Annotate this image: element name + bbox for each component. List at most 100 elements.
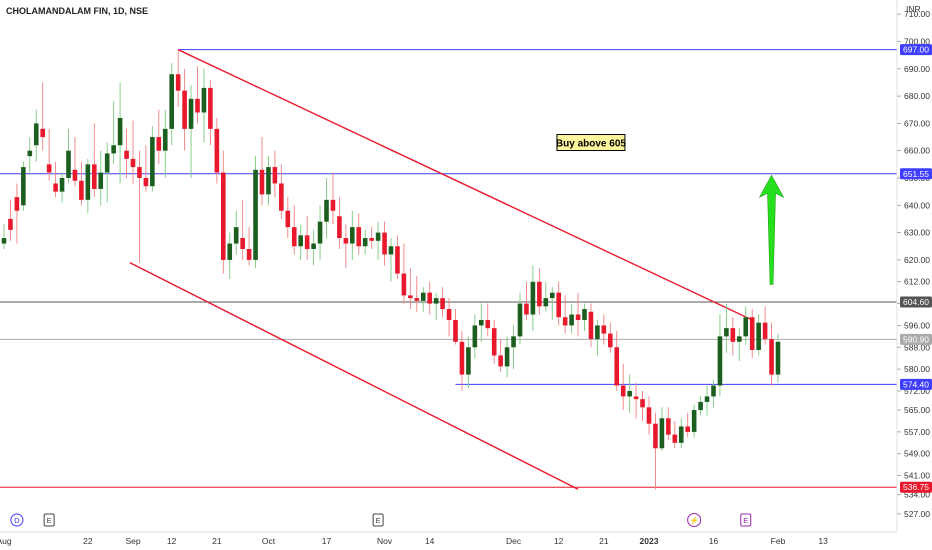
candle-body — [749, 317, 755, 350]
candle-body — [40, 128, 45, 138]
candle-body — [517, 303, 523, 337]
candle-body — [304, 235, 310, 249]
candle-body — [298, 235, 303, 247]
candle-up — [627, 374, 632, 413]
candle-body — [317, 221, 323, 244]
price-tick-label: 541.00 — [904, 471, 930, 481]
candle-body — [453, 319, 458, 342]
candle-body — [479, 319, 484, 326]
price-tick-label: 534.00 — [904, 490, 930, 500]
level-badge-label: 604.60 — [903, 297, 929, 307]
candle-up — [678, 418, 684, 449]
candle-down — [575, 292, 581, 337]
candle-body — [743, 317, 749, 337]
candle-up — [350, 210, 355, 260]
candle-down — [175, 49, 181, 108]
candle-body — [279, 183, 284, 211]
candle-up — [298, 224, 303, 260]
candle-up — [362, 229, 368, 255]
time-tick-label: 17 — [322, 536, 332, 546]
candle-body — [21, 167, 26, 206]
candle-body — [356, 227, 362, 247]
candle-down — [769, 322, 774, 386]
candle-body — [227, 243, 233, 260]
candle-down — [79, 161, 84, 206]
time-axis[interactable]: Aug 22 Sep 12 21 Oct 17 Nov 14 Dec 12 21 2023 16 Feb 13 — [0, 531, 897, 546]
candle-body — [459, 341, 465, 375]
candle-down — [408, 268, 413, 310]
candle-up — [530, 265, 536, 331]
candle-body — [343, 238, 349, 244]
candle-down — [214, 117, 220, 184]
candle-up — [388, 238, 394, 282]
candle-body — [588, 311, 594, 340]
candle-down — [672, 420, 678, 449]
candle-down — [46, 128, 52, 181]
candle-down — [601, 314, 607, 345]
candle-up — [201, 68, 207, 143]
time-tick-label: Dec — [506, 536, 522, 546]
candle-body — [130, 158, 136, 168]
dividend-marker-icon — [10, 513, 24, 527]
candle-down — [730, 317, 736, 356]
candle-body — [72, 169, 78, 181]
candle-body — [646, 407, 652, 424]
time-tick-label: 12 — [167, 536, 177, 546]
candle-up — [162, 109, 168, 178]
annotation-label: Buy above 605 — [556, 139, 626, 150]
chart-title: CHOLAMANDALAM FIN, 1D, NSE — [6, 6, 148, 16]
candle-down — [608, 322, 613, 353]
candle-down — [446, 298, 452, 337]
price-tick-label: 527.00 — [904, 509, 930, 519]
candle-body — [775, 341, 781, 375]
candle-body — [620, 385, 626, 397]
earnings-marker-icon — [740, 513, 752, 527]
annotations: Buy above 605 — [556, 134, 785, 285]
candle-down — [259, 137, 265, 206]
candle-up — [33, 109, 39, 162]
price-axis[interactable]: 527.00 534.00 541.00 549.00 557.00 565.00 572.… — [896, 0, 932, 532]
candle-down — [124, 128, 129, 178]
earnings-marker-icon — [43, 513, 55, 527]
candle-body — [498, 355, 503, 367]
candle-body — [137, 167, 142, 178]
candle-up — [756, 314, 761, 356]
candle-body — [401, 273, 407, 296]
candle-body — [614, 347, 620, 386]
candle-down — [72, 137, 78, 187]
candle-body — [27, 150, 33, 157]
candle-body — [14, 197, 20, 211]
time-tick-label: 21 — [599, 536, 609, 546]
candle-up — [737, 328, 742, 361]
candle-up — [1, 224, 7, 249]
candle-down — [343, 224, 349, 269]
price-tick-label: 572.00 — [904, 386, 930, 396]
candle-up — [504, 336, 510, 378]
candle-up — [266, 156, 271, 206]
candle-up — [169, 63, 174, 146]
earnings-marker-label: E — [47, 516, 52, 525]
candle-body — [375, 232, 381, 241]
candle-body — [214, 128, 220, 173]
candle-body — [640, 399, 645, 408]
price-tick-label: 612.00 — [904, 277, 930, 287]
candle-body — [433, 298, 439, 304]
candle-body — [427, 292, 432, 304]
split-marker-icon — [687, 513, 702, 527]
candle-up — [420, 287, 426, 312]
candle-body — [595, 325, 600, 340]
candle-down — [156, 109, 162, 165]
time-tick-label: Oct — [262, 536, 276, 546]
candle-up — [188, 85, 194, 178]
candle-down — [8, 199, 13, 241]
price-tick-label: 640.00 — [904, 200, 930, 210]
candle-up — [659, 407, 665, 452]
candle-body — [240, 238, 245, 249]
candle-down — [537, 268, 542, 315]
candle-body — [601, 325, 607, 334]
candle-body — [511, 336, 516, 348]
candle-body — [272, 167, 278, 184]
candle-body — [85, 164, 91, 200]
price-tick-label: 660.00 — [904, 146, 930, 156]
